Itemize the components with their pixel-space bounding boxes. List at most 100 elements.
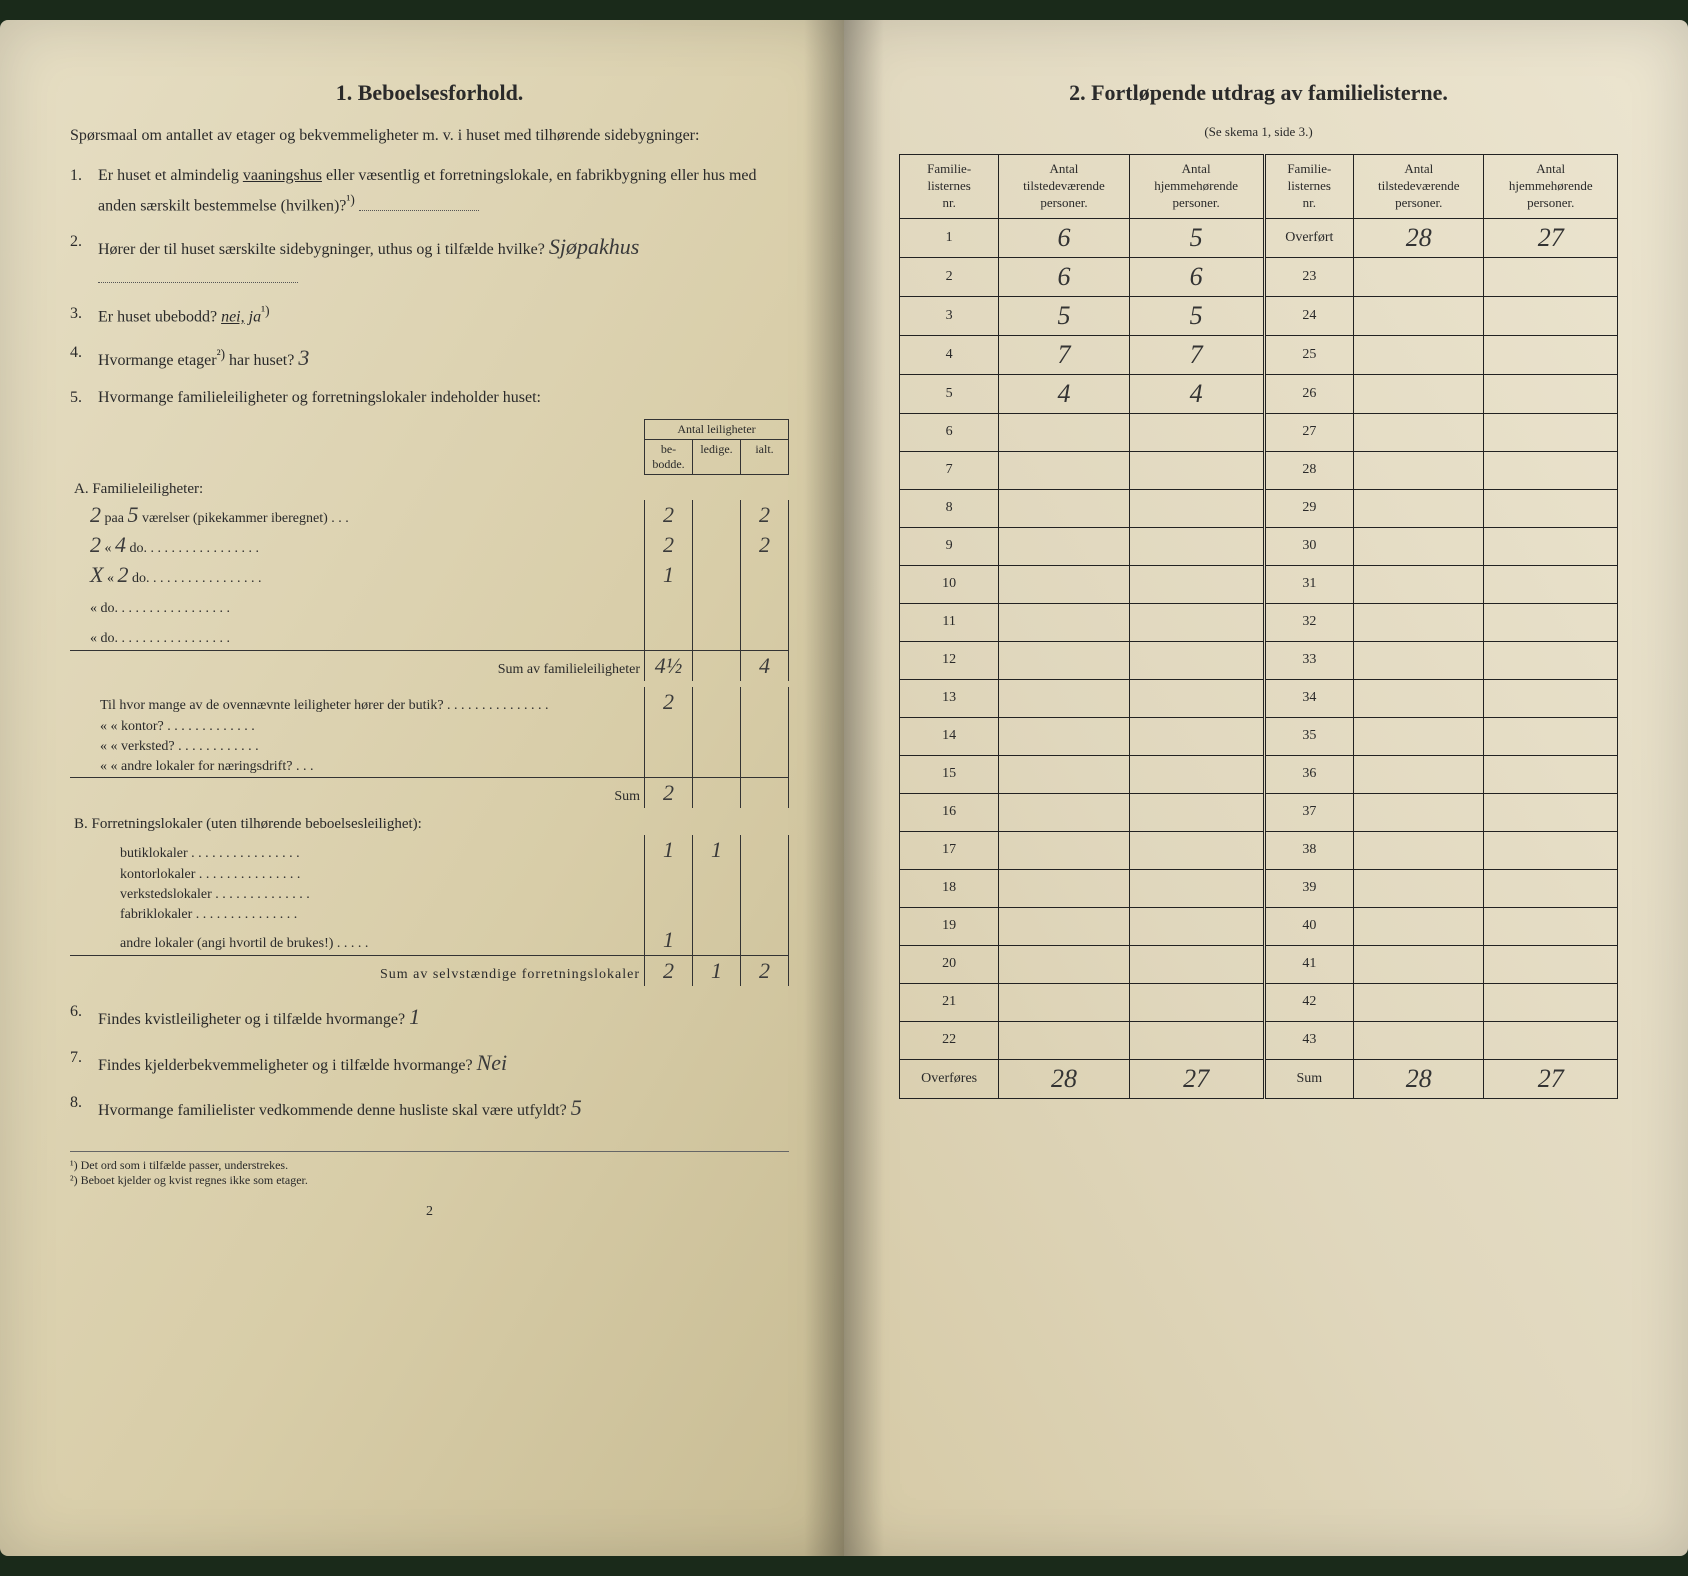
q3-ja: ja: [245, 309, 261, 326]
row-r-t: [1354, 793, 1484, 831]
q6-text: Findes kvistleiligheter og i tilfælde hv…: [98, 1011, 405, 1028]
row-r-t: [1354, 257, 1484, 296]
q3-text-a: Er huset ubebodd?: [98, 309, 221, 326]
row-r-nr: 26: [1264, 374, 1354, 413]
biz-row: fabriklokaler . . . . . . . . . . . . . …: [70, 905, 789, 925]
q8: 8. Hvormange familielister vedkommende d…: [70, 1089, 789, 1126]
row-l-nr: 13: [900, 679, 999, 717]
row-l-nr: 18: [900, 869, 999, 907]
row-l-nr: 14: [900, 717, 999, 755]
row-r-nr: 37: [1264, 793, 1354, 831]
th-6: Antal hjemmehørende personer.: [1484, 155, 1618, 219]
q2-body: Hører der til huset særskilte sidebygnin…: [98, 228, 789, 293]
row-r-h: [1484, 257, 1618, 296]
row-r-t: [1354, 527, 1484, 565]
q2: 2. Hører der til huset særskilte sidebyg…: [70, 228, 789, 293]
footer-l-label: Overføres: [900, 1059, 999, 1098]
biz-label: verkstedslokaler . . . . . . . . . . . .…: [70, 885, 645, 905]
fam-label: værelser (pikekammer iberegnet) . . .: [142, 511, 349, 526]
questions-lower: 6. Findes kvistleiligheter og i tilfælde…: [70, 998, 789, 1126]
th-3: Antal hjemmehørende personer.: [1129, 155, 1264, 219]
footnotes: ¹) Det ord som i tilfælde passer, unders…: [70, 1151, 789, 1188]
row-l-nr: 11: [900, 603, 999, 641]
data-row: 18 39: [900, 869, 1618, 907]
row-r-nr: 29: [1264, 489, 1354, 527]
fam-n: 2: [90, 502, 101, 527]
biz-c2: [693, 885, 741, 905]
footnote-2: ²) Beboet kjelder og kvist regnes ikke s…: [70, 1173, 789, 1188]
data-row: 16 37: [900, 793, 1618, 831]
right-subtitle: (Se skema 1, side 3.): [899, 124, 1618, 140]
row-l-h: [1129, 489, 1264, 527]
row-r-t: [1354, 755, 1484, 793]
tilhvor-row: « « verksted? . . . . . . . . . . . .: [70, 737, 789, 757]
row-r-t: [1354, 983, 1484, 1021]
q1-blank: [359, 210, 479, 211]
row-l-h: [1129, 983, 1264, 1021]
biz-c1: [645, 885, 693, 905]
row-l-h: [1129, 565, 1264, 603]
q6-num: 6.: [70, 998, 98, 1035]
q1-sup: ¹): [346, 192, 354, 207]
data-row: 4 7 7 25: [900, 335, 1618, 374]
footer-r-t: 28: [1354, 1059, 1484, 1098]
q7-answer: Nei: [477, 1050, 508, 1075]
row-l-nr: 4: [900, 335, 999, 374]
row-r-t: [1354, 945, 1484, 983]
row-r-h: [1484, 869, 1618, 907]
fam-v: 5: [127, 502, 138, 527]
row-l-h: [1129, 527, 1264, 565]
q3-body: Er huset ubebodd? nei, ja¹): [98, 300, 789, 331]
row-l-t: [999, 907, 1129, 945]
fam-v: 2: [117, 562, 128, 587]
row-r-h: [1484, 296, 1618, 335]
row-r-h: [1484, 717, 1618, 755]
row-r-h: [1484, 374, 1618, 413]
fam-row: « do. . . . . . . . . . . . . . . . .: [70, 590, 789, 620]
q6: 6. Findes kvistleiligheter og i tilfælde…: [70, 998, 789, 1035]
row-l-nr: 9: [900, 527, 999, 565]
tilhvor-sum-val: 2: [645, 778, 693, 809]
biz-row: verkstedslokaler . . . . . . . . . . . .…: [70, 885, 789, 905]
row-l-t: [999, 1021, 1129, 1059]
q1-num: 1.: [70, 162, 98, 220]
row-l-h: [1129, 717, 1264, 755]
row-l-h: [1129, 869, 1264, 907]
biz-label: butiklokaler . . . . . . . . . . . . . .…: [70, 835, 645, 865]
sum-biz-c2: 1: [693, 956, 741, 987]
row-l-nr: 20: [900, 945, 999, 983]
tilhvor-label: « « verksted? . . . . . . . . . . . .: [70, 737, 645, 757]
row-r-t: [1354, 679, 1484, 717]
fam-c3: 2: [741, 500, 789, 530]
q3-nei: nei,: [221, 309, 245, 326]
q5: 5. Hvormange familieleiligheter og forre…: [70, 384, 789, 411]
data-row: 2 6 6 23: [900, 257, 1618, 296]
fam-c3: [741, 620, 789, 651]
row-l-nr: 6: [900, 413, 999, 451]
leilighet-col1: be- bodde.: [645, 440, 693, 475]
row-r-h: [1484, 451, 1618, 489]
leilighet-header-span: Antal leiligheter: [645, 420, 789, 440]
row-r-nr: 34: [1264, 679, 1354, 717]
fam-paa: «: [90, 601, 97, 616]
row-l-h: [1129, 679, 1264, 717]
row-l-t: 5: [999, 296, 1129, 335]
section-b-label: B. Forretningslokaler (uten tilhørende b…: [70, 814, 789, 835]
data-row: 11 32: [900, 603, 1618, 641]
tilhvor-c1: [645, 717, 693, 737]
row-r-t: 28: [1354, 218, 1484, 257]
q5-text: Hvormange familieleiligheter og forretni…: [98, 389, 541, 406]
row-l-nr: 17: [900, 831, 999, 869]
row-l-h: [1129, 755, 1264, 793]
biz-c3: [741, 925, 789, 956]
row-r-h: [1484, 983, 1618, 1021]
fam-label: do. . . . . . . . . . . . . . . . .: [101, 631, 231, 646]
footer-l-h: 27: [1129, 1059, 1264, 1098]
row-l-nr: 22: [900, 1021, 999, 1059]
biz-label: andre lokaler (angi hvortil de brukes!) …: [70, 925, 645, 956]
footer-r-h: 27: [1484, 1059, 1618, 1098]
fam-c1: 2: [645, 500, 693, 530]
row-r-nr: 30: [1264, 527, 1354, 565]
row-l-h: 4: [1129, 374, 1264, 413]
biz-c3: [741, 905, 789, 925]
